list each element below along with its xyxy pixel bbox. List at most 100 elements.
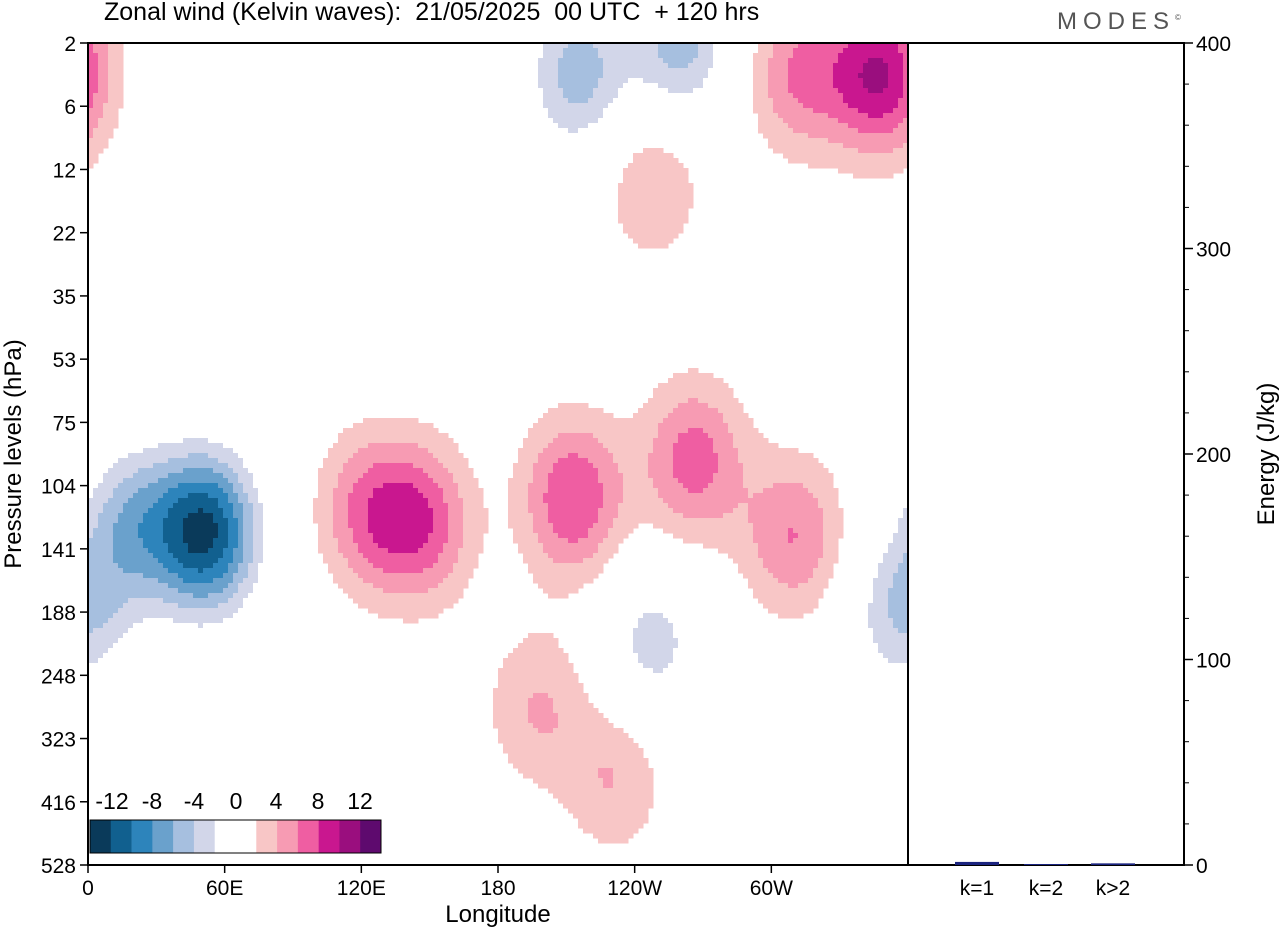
heatmap-cell: [398, 428, 404, 434]
heatmap-cell: [673, 108, 679, 114]
heatmap-cell: [103, 513, 109, 519]
heatmap-cell: [443, 518, 449, 524]
heatmap-cell: [853, 98, 859, 104]
heatmap-cell: [813, 163, 819, 169]
heatmap-cell: [828, 473, 834, 479]
heatmap-cell: [628, 48, 634, 54]
heatmap-cell: [718, 48, 724, 54]
heatmap-cell: [193, 108, 199, 114]
heatmap-cell: [433, 468, 439, 474]
heatmap-cell: [618, 68, 624, 74]
heatmap-cell: [573, 68, 579, 74]
heatmap-cell: [253, 453, 259, 459]
heatmap-cell: [828, 478, 834, 484]
heatmap-cell: [808, 63, 814, 69]
heatmap-cell: [358, 463, 364, 469]
heatmap-cell: [673, 403, 679, 409]
heatmap-cell: [113, 528, 119, 534]
heatmap-cell: [378, 423, 384, 429]
heatmap-cell: [88, 98, 94, 104]
heatmap-cell: [693, 438, 699, 444]
heatmap-cell: [568, 43, 574, 49]
heatmap-cell: [628, 428, 634, 434]
heatmap-cell: [173, 113, 179, 119]
heatmap-cell: [353, 438, 359, 444]
heatmap-cell: [823, 68, 829, 74]
heatmap-cell: [868, 133, 874, 139]
heatmap-cell: [583, 43, 589, 49]
heatmap-cell: [658, 103, 664, 109]
heatmap-cell: [443, 488, 449, 494]
heatmap-cell: [628, 518, 634, 524]
heatmap-cell: [673, 498, 679, 504]
heatmap-cell: [598, 493, 604, 499]
heatmap-cell: [583, 453, 589, 459]
heatmap-cell: [418, 493, 424, 499]
heatmap-cell: [628, 203, 634, 209]
heatmap-cell: [113, 53, 119, 59]
heatmap-cell: [673, 188, 679, 194]
heatmap-cell: [113, 493, 119, 499]
heatmap-cell: [578, 148, 584, 154]
heatmap-cell: [708, 413, 714, 419]
heatmap-cell: [628, 418, 634, 424]
heatmap-cell: [183, 73, 189, 79]
heatmap-cell: [223, 423, 229, 429]
heatmap-cell: [108, 108, 114, 114]
heatmap-cell: [318, 518, 324, 524]
heatmap-cell: [538, 488, 544, 494]
heatmap-cell: [848, 48, 854, 54]
heatmap-cell: [448, 518, 454, 524]
heatmap-cell: [198, 518, 204, 524]
heatmap-cell: [418, 488, 424, 494]
heatmap-cell: [483, 508, 489, 514]
heatmap-cell: [103, 48, 109, 54]
heatmap-cell: [118, 63, 124, 69]
heatmap-cell: [708, 503, 714, 509]
heatmap-cell: [688, 503, 694, 509]
heatmap-cell: [628, 213, 634, 219]
heatmap-cell: [693, 433, 699, 439]
heatmap-cell: [818, 153, 824, 159]
heatmap-cell: [113, 433, 119, 439]
heatmap-cell: [858, 138, 864, 144]
heatmap-cell: [433, 433, 439, 439]
heatmap-cell: [648, 518, 654, 524]
heatmap-cell: [768, 458, 774, 464]
heatmap-cell: [718, 493, 724, 499]
heatmap-cell: [228, 468, 234, 474]
heatmap-cell: [213, 428, 219, 434]
heatmap-cell: [633, 68, 639, 74]
heatmap-cell: [903, 88, 908, 94]
heatmap-cell: [188, 513, 194, 519]
heatmap-cell: [648, 208, 654, 214]
heatmap-cell: [348, 503, 354, 509]
heatmap-cell: [333, 503, 339, 509]
heatmap-cell: [458, 493, 464, 499]
heatmap-cell: [898, 483, 904, 489]
heatmap-cell: [603, 458, 609, 464]
heatmap-cell: [618, 518, 624, 524]
heatmap-cell: [188, 443, 194, 449]
heatmap-cell: [98, 463, 104, 469]
heatmap-cell: [218, 433, 224, 439]
heatmap-cell: [323, 518, 329, 524]
heatmap-cell: [223, 463, 229, 469]
heatmap-cell: [433, 513, 439, 519]
heatmap-cell: [248, 498, 254, 504]
heatmap-cell: [143, 428, 149, 434]
heatmap-cell: [698, 103, 704, 109]
heatmap-cell: [133, 468, 139, 474]
heatmap-cell: [568, 418, 574, 424]
heatmap-cell: [233, 468, 239, 474]
heatmap-cell: [463, 458, 469, 464]
heatmap-cell: [658, 388, 664, 394]
heatmap-cell: [788, 68, 794, 74]
heatmap-cell: [433, 448, 439, 454]
heatmap-cell: [798, 108, 804, 114]
heatmap-cell: [838, 163, 844, 169]
heatmap-cell: [178, 493, 184, 499]
heatmap-cell: [383, 518, 389, 524]
heatmap-cell: [558, 493, 564, 499]
heatmap-cell: [818, 463, 824, 469]
